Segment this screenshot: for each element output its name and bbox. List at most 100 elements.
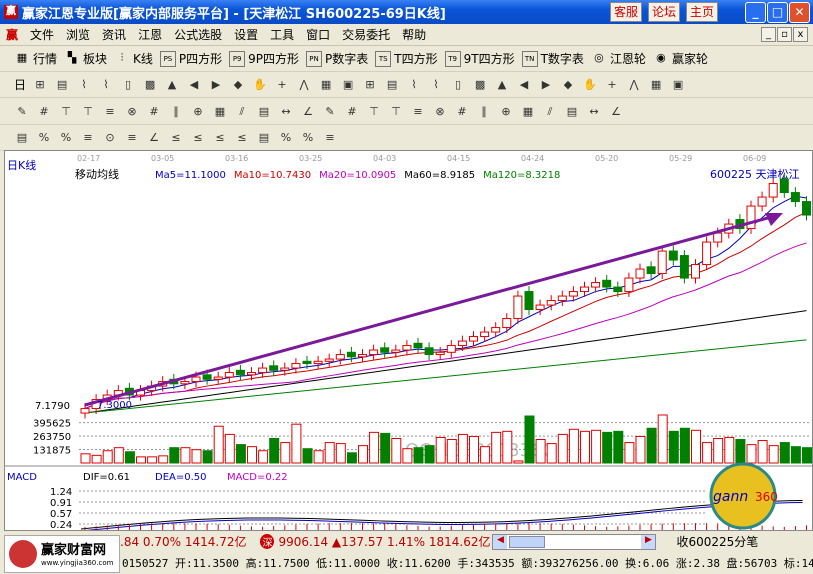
tool-icon[interactable]: ▦	[650, 77, 662, 91]
tool-icon[interactable]: %	[38, 130, 50, 144]
tool-icon[interactable]: ⊤	[61, 104, 71, 118]
tool-icon[interactable]: ⊕	[501, 104, 511, 118]
tool-icon[interactable]: ▤	[566, 104, 578, 118]
scroll-left-button[interactable]: ◀	[493, 534, 508, 549]
toolbar-item-6[interactable]: TS T四方形	[375, 50, 438, 67]
tool-icon[interactable]: ◀	[189, 77, 199, 91]
mdi-restore-button[interactable]: ▫	[777, 27, 792, 42]
tool-icon[interactable]: ⫽	[547, 104, 553, 118]
tool-icon[interactable]: ▤	[56, 77, 68, 91]
toolbar-item-4[interactable]: P9 9P四方形	[229, 50, 299, 67]
tool-icon[interactable]: ⊗	[435, 104, 445, 118]
tool-icon[interactable]: ⊗	[127, 104, 137, 118]
tool-icon[interactable]: ⊤	[391, 104, 401, 118]
tool-icon[interactable]: ▲	[167, 77, 177, 91]
mdi-minimize-button[interactable]: _	[761, 27, 776, 42]
minimize-button[interactable]: _	[745, 2, 766, 23]
tool-icon[interactable]: ≡	[127, 130, 137, 144]
menu-tools[interactable]: 工具	[270, 28, 295, 42]
toolbar-item-2[interactable]: ⫶ K线	[114, 50, 153, 67]
tool-icon[interactable]: ↔	[589, 104, 599, 118]
kline-chart-panel[interactable]: 日K线 02-17 03-05 03-16 03-25 04-03 04-15 04-24 0…	[4, 150, 813, 532]
tool-icon[interactable]: ≡	[413, 104, 423, 118]
tool-icon[interactable]: ⌇	[81, 77, 87, 91]
tool-icon[interactable]: ≤	[215, 130, 225, 144]
tool-icon[interactable]: ▦	[320, 77, 332, 91]
tool-icon[interactable]: ∠	[303, 104, 313, 118]
tool-icon[interactable]: ▤	[258, 104, 270, 118]
menu-gann[interactable]: 江恩	[138, 28, 163, 42]
tool-icon[interactable]: ∠	[149, 130, 159, 144]
tool-icon[interactable]: ✎	[325, 104, 335, 118]
tool-icon[interactable]: ≤	[171, 130, 181, 144]
maximize-button[interactable]: □	[767, 2, 788, 23]
tool-icon[interactable]: ▩	[144, 77, 156, 91]
tool-icon[interactable]: ⌇	[103, 77, 109, 91]
menu-trade[interactable]: 交易委托	[342, 28, 391, 42]
tool-icon[interactable]: ▤	[258, 130, 270, 144]
scroll-right-button[interactable]: ▶	[641, 534, 656, 549]
toolbar-item-10[interactable]: ◉ 赢家轮	[653, 50, 708, 67]
tool-icon[interactable]: ⊞	[35, 77, 45, 91]
tool-icon[interactable]: ▦	[214, 104, 226, 118]
menu-formula[interactable]: 公式选股	[174, 28, 223, 42]
tool-icon[interactable]: ✋	[583, 77, 597, 91]
menu-help[interactable]: 帮助	[402, 28, 427, 42]
tool-icon[interactable]: ◆	[563, 77, 573, 91]
period-dropdown[interactable]: 日	[14, 78, 27, 92]
tool-icon[interactable]: ▯	[124, 77, 132, 91]
tool-icon[interactable]: %	[302, 130, 314, 144]
tool-icon[interactable]: ≡	[325, 130, 335, 144]
forum-button[interactable]: 论坛	[648, 2, 680, 22]
tool-icon[interactable]: ⊙	[105, 130, 115, 144]
toolbar-item-9[interactable]: ◎ 江恩轮	[591, 50, 646, 67]
tool-icon[interactable]: ✎	[17, 104, 27, 118]
service-button[interactable]: 客服	[610, 2, 642, 22]
tool-icon[interactable]: ≤	[237, 130, 247, 144]
tool-icon[interactable]: ∥	[173, 104, 179, 118]
tool-icon[interactable]: ⊞	[365, 77, 375, 91]
tool-icon[interactable]: ⫽	[239, 104, 245, 118]
tool-icon[interactable]: ⌇	[411, 77, 417, 91]
menu-info[interactable]: 资讯	[102, 28, 127, 42]
tool-icon[interactable]: ▦	[522, 104, 534, 118]
tool-icon[interactable]: ↔	[281, 104, 291, 118]
tool-icon[interactable]: ▩	[474, 77, 486, 91]
toolbar-item-3[interactable]: PS P四方形	[159, 50, 222, 67]
tool-icon[interactable]: ⋀	[299, 77, 309, 91]
menu-settings[interactable]: 设置	[234, 28, 259, 42]
tool-icon[interactable]: ⌇	[433, 77, 439, 91]
menu-window[interactable]: 窗口	[306, 28, 331, 42]
tool-icon[interactable]: #	[457, 104, 467, 118]
menu-browse[interactable]: 浏览	[66, 28, 91, 42]
tool-icon[interactable]: ▶	[541, 77, 551, 91]
tool-icon[interactable]: ≤	[193, 130, 203, 144]
home-button[interactable]: 主页	[686, 2, 718, 22]
app-menu-icon[interactable]: 赢	[6, 28, 19, 42]
tool-icon[interactable]: ∥	[481, 104, 487, 118]
tool-icon[interactable]: ≡	[83, 130, 93, 144]
tool-icon[interactable]: +	[607, 77, 617, 91]
tool-icon[interactable]: ▶	[211, 77, 221, 91]
tool-icon[interactable]: ▤	[386, 77, 398, 91]
horizontal-scrollbar[interactable]: ◀ ▶	[492, 533, 657, 550]
tool-icon[interactable]: #	[149, 104, 159, 118]
toolbar-item-5[interactable]: PN P数字表	[306, 50, 368, 67]
scroll-thumb[interactable]	[509, 535, 546, 548]
tool-icon[interactable]: ≡	[105, 104, 115, 118]
tool-icon[interactable]: ◀	[519, 77, 529, 91]
menu-file[interactable]: 文件	[30, 28, 55, 42]
tool-icon[interactable]: %	[280, 130, 292, 144]
tool-icon[interactable]: ▯	[454, 77, 462, 91]
toolbar-item-7[interactable]: T9 9T四方形	[444, 50, 515, 67]
toolbar-item-0[interactable]: ▦ 行情	[14, 50, 57, 67]
tool-icon[interactable]: %	[60, 130, 72, 144]
tool-icon[interactable]: ▤	[16, 130, 28, 144]
tool-icon[interactable]: ∠	[611, 104, 621, 118]
tool-icon[interactable]: #	[347, 104, 357, 118]
tool-icon[interactable]: +	[277, 77, 287, 91]
tool-icon[interactable]: #	[39, 104, 49, 118]
kline-chart[interactable]: 日K线 02-17 03-05 03-16 03-25 04-03 04-15 04-24 0…	[5, 151, 812, 532]
tool-icon[interactable]: ▲	[497, 77, 507, 91]
tool-icon[interactable]: ⋀	[629, 77, 639, 91]
